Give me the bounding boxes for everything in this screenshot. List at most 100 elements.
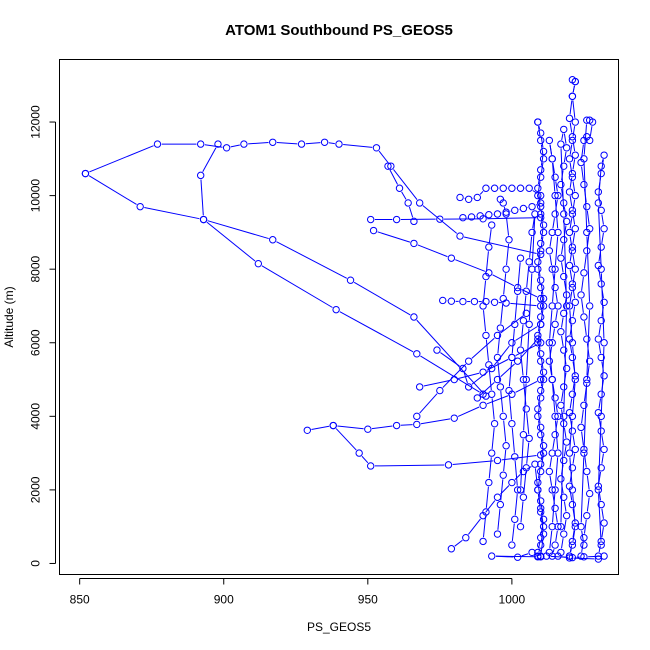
series-segment — [423, 379, 451, 387]
series-segment — [537, 181, 541, 192]
series-segment — [511, 427, 515, 453]
data-point — [571, 445, 579, 454]
data-point — [81, 169, 90, 178]
data-point — [508, 390, 516, 398]
data-point — [583, 116, 591, 124]
data-point — [534, 184, 542, 192]
data-point — [551, 486, 559, 494]
series-segment — [572, 181, 576, 192]
series-segment — [540, 155, 544, 166]
data-point — [372, 144, 381, 152]
data-point — [490, 298, 499, 306]
series-segment — [572, 159, 576, 170]
series-segment — [540, 383, 544, 394]
data-point — [554, 228, 562, 237]
series-segment — [572, 379, 576, 391]
data-point — [568, 464, 577, 472]
series-segment — [144, 206, 200, 220]
data-point — [496, 324, 505, 332]
series-segment — [552, 438, 555, 450]
data-point — [560, 199, 568, 207]
series-segment — [526, 328, 530, 376]
series-segment — [572, 383, 576, 413]
series-segment — [540, 218, 544, 229]
series-segment — [420, 418, 451, 425]
series-segment — [538, 549, 541, 553]
series-segment — [537, 413, 541, 424]
series-segment — [573, 557, 595, 560]
series-segment — [339, 311, 414, 353]
data-point — [502, 265, 510, 273]
data-point — [597, 537, 605, 546]
y-axis-label: Altitude (m) — [2, 286, 16, 347]
data-point — [528, 228, 536, 237]
data-point — [597, 541, 605, 549]
series-segment — [521, 288, 538, 298]
data-point — [537, 199, 545, 207]
series-segment — [458, 372, 480, 379]
data-point — [508, 353, 516, 362]
data-point — [335, 140, 343, 148]
series-segment — [537, 493, 541, 505]
data-point — [583, 228, 591, 237]
data-point — [585, 136, 594, 145]
data-point — [459, 213, 467, 222]
plot-frame — [59, 59, 619, 575]
data-point — [539, 294, 548, 303]
data-point — [545, 136, 554, 145]
series-segment — [572, 346, 576, 376]
series-segment — [540, 210, 544, 221]
series-segment — [563, 427, 567, 438]
data-point — [551, 394, 559, 402]
series-segment — [569, 291, 573, 302]
series-segment — [561, 390, 564, 402]
series-segment — [523, 383, 527, 431]
series-segment — [503, 420, 507, 442]
data-point — [545, 339, 554, 347]
series-segment — [589, 126, 593, 137]
data-point — [554, 522, 562, 531]
series-segment — [569, 310, 573, 339]
series-segment — [540, 137, 544, 148]
series-segment — [537, 273, 541, 284]
series-segment — [515, 344, 538, 356]
data-point — [571, 372, 579, 380]
data-point — [525, 434, 533, 443]
series-segment — [540, 144, 544, 155]
series-segment — [583, 254, 587, 269]
data-point — [600, 151, 608, 159]
data-point — [516, 486, 525, 494]
data-point — [580, 445, 588, 454]
series-segment — [569, 177, 573, 188]
data-point — [537, 508, 545, 516]
y-tick-label: 0 — [29, 560, 43, 567]
series-segment — [328, 142, 335, 145]
data-point — [537, 431, 545, 439]
series-segment — [572, 287, 576, 299]
data-point — [600, 519, 608, 527]
series-segment — [598, 490, 602, 501]
data-point — [565, 261, 574, 270]
data-point — [537, 247, 545, 255]
series-segment — [537, 265, 541, 277]
series-segment — [480, 381, 495, 396]
data-point — [522, 464, 530, 472]
data-point — [568, 412, 577, 421]
series-segment — [526, 442, 530, 464]
series-segment — [486, 395, 509, 405]
data-point — [493, 493, 502, 501]
data-point — [395, 184, 404, 192]
data-point — [410, 313, 418, 321]
series-segment — [569, 420, 573, 449]
data-point — [583, 379, 591, 387]
series-segment — [540, 530, 544, 541]
series-segment — [572, 494, 576, 523]
data-point — [571, 77, 579, 86]
data-point — [597, 464, 605, 472]
data-point — [597, 353, 605, 362]
series-segment — [419, 393, 438, 414]
series-segment — [598, 207, 602, 266]
data-point — [594, 486, 603, 494]
series-segment — [452, 460, 494, 465]
data-point — [551, 320, 559, 329]
